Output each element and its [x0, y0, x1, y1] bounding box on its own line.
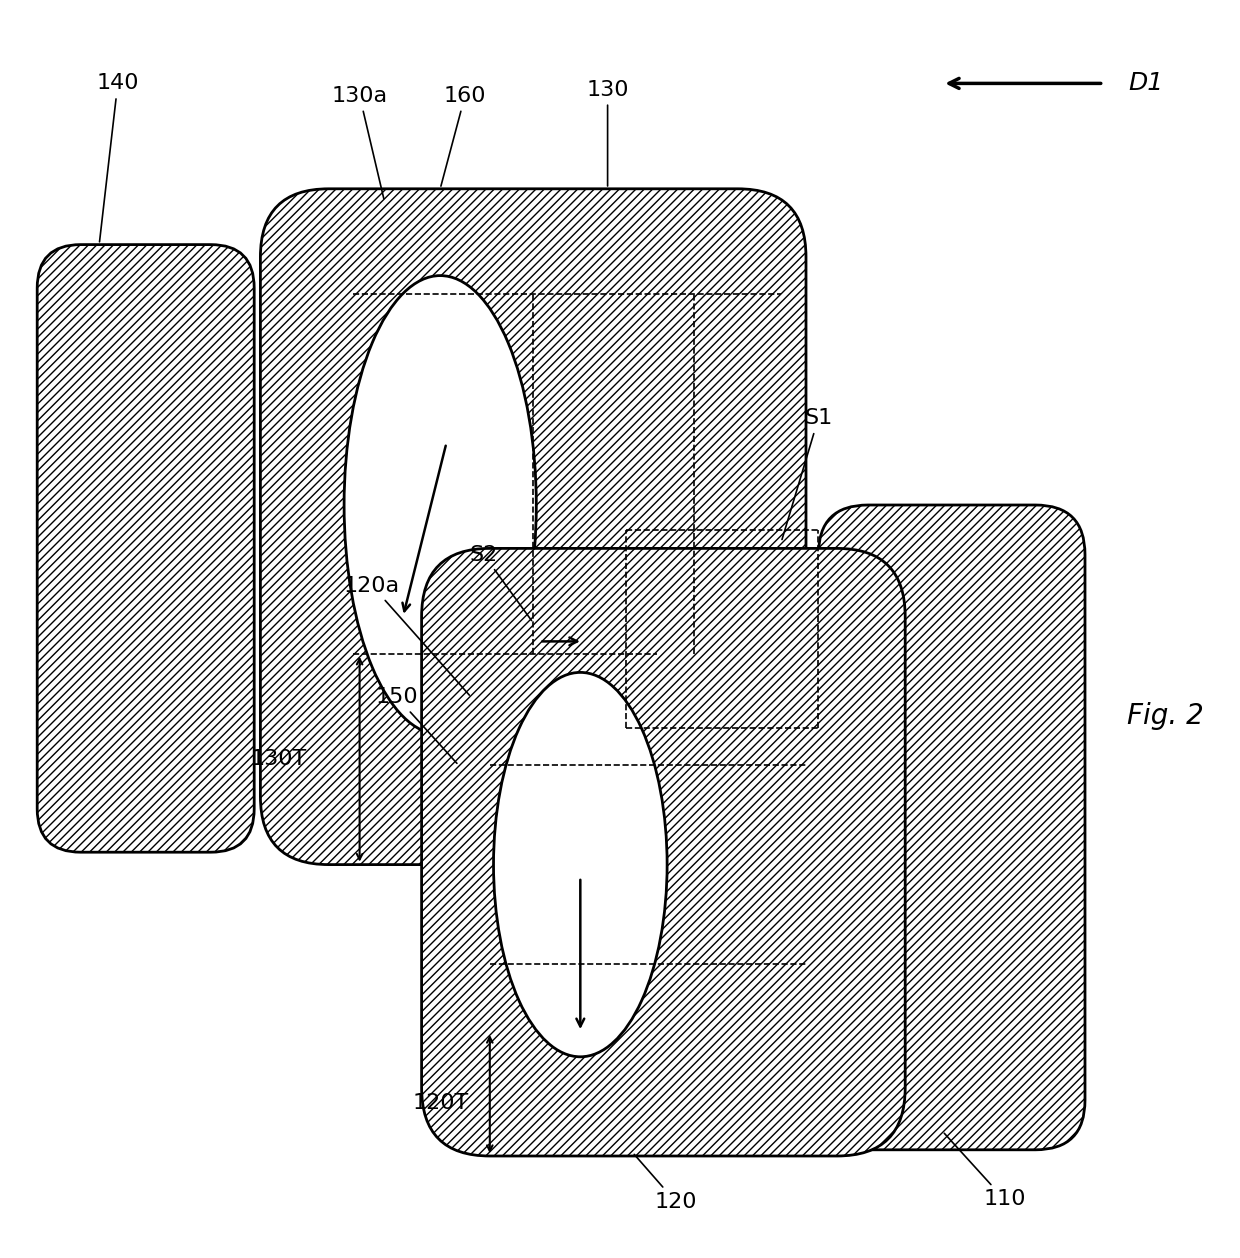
FancyBboxPatch shape — [37, 244, 254, 852]
Text: 110: 110 — [945, 1133, 1025, 1209]
Text: 130a: 130a — [331, 86, 388, 199]
Text: 120: 120 — [634, 1155, 697, 1211]
FancyBboxPatch shape — [422, 548, 905, 1156]
Text: 120a: 120a — [343, 576, 470, 696]
Text: 160: 160 — [441, 86, 486, 186]
Text: Fig. 2: Fig. 2 — [1127, 702, 1204, 730]
Text: 130: 130 — [587, 79, 629, 186]
Text: 130T: 130T — [250, 750, 308, 769]
Text: 150: 150 — [376, 687, 456, 764]
Text: 120T: 120T — [412, 1093, 469, 1112]
FancyBboxPatch shape — [260, 189, 806, 864]
Text: S2: S2 — [470, 545, 532, 620]
Ellipse shape — [345, 276, 536, 735]
FancyBboxPatch shape — [818, 504, 1085, 1150]
Ellipse shape — [494, 672, 667, 1057]
Text: 140: 140 — [97, 73, 139, 242]
Text: D1: D1 — [1128, 72, 1163, 96]
Text: S1: S1 — [782, 408, 832, 540]
